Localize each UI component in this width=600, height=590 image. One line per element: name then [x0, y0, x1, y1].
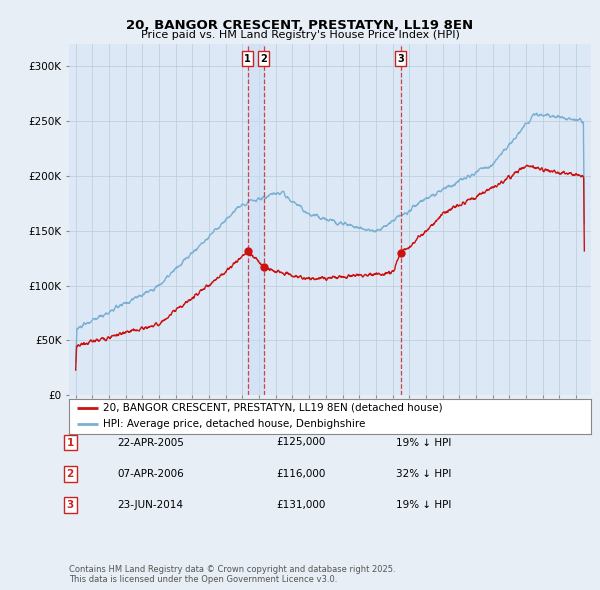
Text: 07-APR-2006: 07-APR-2006 [117, 469, 184, 478]
Text: Price paid vs. HM Land Registry's House Price Index (HPI): Price paid vs. HM Land Registry's House … [140, 30, 460, 40]
Text: 22-APR-2005: 22-APR-2005 [117, 438, 184, 447]
Text: 3: 3 [397, 54, 404, 64]
Text: 19% ↓ HPI: 19% ↓ HPI [396, 438, 451, 447]
Text: £116,000: £116,000 [276, 469, 325, 478]
Text: 3: 3 [67, 500, 74, 510]
Text: 23-JUN-2014: 23-JUN-2014 [117, 500, 183, 510]
Text: 32% ↓ HPI: 32% ↓ HPI [396, 469, 451, 478]
Text: 20, BANGOR CRESCENT, PRESTATYN, LL19 8EN (detached house): 20, BANGOR CRESCENT, PRESTATYN, LL19 8EN… [103, 403, 443, 413]
Text: 20, BANGOR CRESCENT, PRESTATYN, LL19 8EN: 20, BANGOR CRESCENT, PRESTATYN, LL19 8EN [127, 19, 473, 32]
Text: 19% ↓ HPI: 19% ↓ HPI [396, 500, 451, 510]
Text: HPI: Average price, detached house, Denbighshire: HPI: Average price, detached house, Denb… [103, 419, 365, 429]
Text: 1: 1 [67, 438, 74, 447]
Text: 2: 2 [260, 54, 267, 64]
Text: £125,000: £125,000 [276, 438, 325, 447]
Text: 2: 2 [67, 469, 74, 478]
Text: Contains HM Land Registry data © Crown copyright and database right 2025.
This d: Contains HM Land Registry data © Crown c… [69, 565, 395, 584]
Bar [400, 44, 401, 395]
Text: £131,000: £131,000 [276, 500, 325, 510]
Text: 1: 1 [244, 54, 251, 64]
Bar [248, 44, 263, 395]
